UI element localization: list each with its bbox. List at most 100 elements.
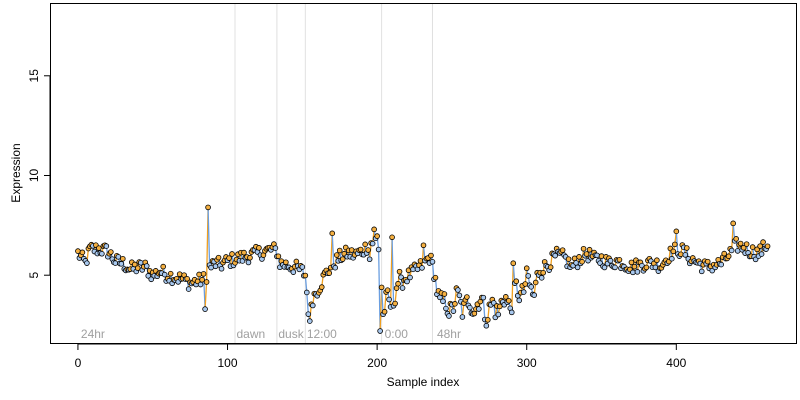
data-point	[672, 241, 678, 248]
data-point	[208, 264, 214, 271]
data-point	[476, 306, 482, 312]
data-point	[103, 243, 110, 249]
data-point	[450, 308, 457, 314]
data-point	[718, 261, 725, 268]
data-point	[99, 250, 105, 257]
data-point	[381, 308, 388, 315]
region-label: 12:00	[307, 327, 337, 341]
data-point	[302, 272, 309, 279]
y-tick-label: 15	[27, 69, 41, 83]
series-segment	[675, 231, 679, 255]
data-point	[275, 253, 282, 260]
data-point	[392, 300, 398, 307]
data-point	[378, 284, 385, 291]
data-point	[272, 245, 279, 251]
series-points	[75, 204, 771, 334]
data-point	[576, 254, 582, 260]
data-point	[318, 284, 325, 290]
data-point	[419, 265, 425, 271]
data-point	[502, 294, 509, 300]
data-point	[532, 279, 539, 286]
data-point	[643, 264, 650, 271]
data-point	[305, 311, 312, 317]
x-axis-title: Sample index	[387, 375, 460, 389]
data-point	[396, 268, 403, 275]
y-tick-label: 10	[27, 168, 41, 182]
data-point	[161, 271, 168, 278]
data-point	[669, 255, 675, 262]
data-point	[365, 247, 371, 253]
data-point	[205, 204, 211, 211]
x-tick-label: 400	[666, 356, 686, 370]
data-point	[682, 252, 689, 258]
data-point	[670, 248, 677, 255]
data-point	[630, 269, 636, 276]
data-point	[176, 271, 183, 277]
data-point	[683, 245, 690, 251]
region-label: 24hr	[81, 327, 105, 341]
data-point	[304, 289, 310, 296]
data-point	[375, 246, 382, 253]
data-point	[348, 247, 355, 253]
data-point	[594, 252, 600, 259]
data-point	[389, 234, 395, 241]
data-point	[678, 251, 684, 258]
data-point	[760, 239, 766, 245]
region-labels: 24hr dawn dusk 12:00 0:00 48hr	[81, 327, 461, 341]
data-point	[601, 264, 608, 271]
data-point	[631, 263, 638, 270]
data-point	[528, 284, 535, 290]
data-point	[371, 226, 377, 233]
data-point	[293, 258, 300, 265]
data-point	[197, 281, 204, 288]
x-tick-label: 0	[75, 356, 82, 370]
data-point	[456, 292, 463, 299]
data-point	[160, 263, 166, 270]
data-point	[336, 247, 343, 254]
series-segment	[204, 281, 208, 310]
data-point	[467, 304, 473, 311]
x-axis: 0 100 200 300 400	[75, 343, 687, 370]
data-point	[417, 258, 424, 264]
data-point	[256, 245, 262, 251]
data-point	[480, 294, 487, 301]
region-label: dawn	[237, 327, 266, 341]
series-segment	[304, 275, 308, 293]
data-point	[733, 236, 739, 242]
region-dividers	[234, 4, 433, 343]
data-point	[743, 241, 750, 247]
data-point	[586, 246, 593, 253]
data-point	[377, 328, 383, 334]
series-segment	[331, 233, 335, 267]
data-point	[167, 270, 174, 277]
data-point	[574, 264, 581, 271]
data-point	[108, 249, 114, 255]
data-point	[580, 245, 587, 252]
series-segment	[482, 297, 486, 320]
data-point	[307, 318, 313, 324]
data-point	[203, 279, 210, 285]
data-point	[464, 294, 470, 300]
x-tick-label: 200	[367, 356, 387, 370]
data-point	[429, 259, 436, 265]
y-tick-label: 5	[27, 272, 41, 279]
data-point	[598, 253, 605, 259]
data-point	[571, 255, 578, 262]
data-point	[290, 269, 297, 275]
data-point	[247, 254, 253, 261]
data-point	[200, 271, 207, 277]
series-segment	[511, 263, 514, 313]
data-point	[84, 260, 90, 266]
data-point	[245, 259, 252, 266]
data-point	[721, 250, 727, 257]
data-point	[525, 273, 532, 279]
data-point	[749, 244, 756, 250]
data-point	[218, 265, 225, 272]
region-label: 0:00	[385, 327, 409, 341]
y-axis: 5 10 15	[27, 69, 51, 279]
data-point	[520, 289, 527, 295]
data-point	[734, 248, 741, 254]
series-segment	[377, 249, 381, 332]
